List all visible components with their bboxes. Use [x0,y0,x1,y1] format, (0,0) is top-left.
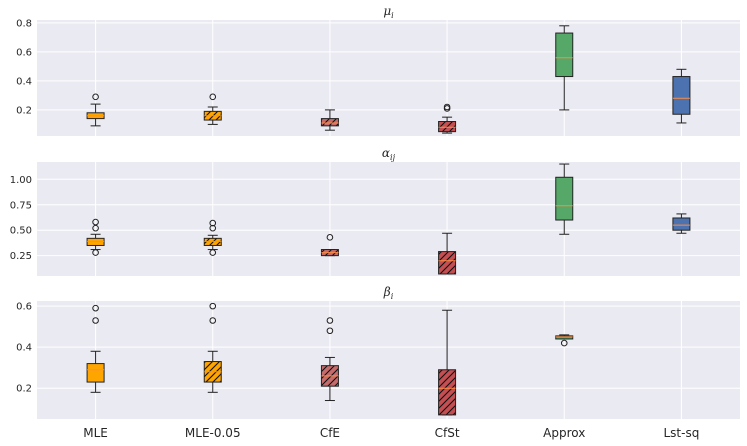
box-iqr [86,363,105,383]
box-mle-0-05 [203,302,222,393]
box-iqr [438,369,457,416]
x-category-label: Approx [543,426,585,440]
box-iqr [86,237,105,246]
box-mle [86,93,105,127]
panel-2: 0.25 0.50 0.75 1.00 αij [10,146,740,276]
box-iqr [672,76,691,115]
box-cfst [438,103,457,134]
box-lst-sq [672,68,691,124]
flier-point [209,249,217,256]
box-iqr [438,251,457,275]
box-mle [86,218,105,256]
flier-point [560,339,568,347]
box-mle-0-05 [203,219,222,256]
flier-point [209,302,217,310]
box-cfst [438,232,457,275]
flier-point [326,317,334,324]
box-cfe [320,234,339,257]
x-category-label: Lst-sq [663,426,699,440]
box-cfe [320,317,339,402]
y-tick-label: 0.4 [16,343,32,354]
x-category-label: CfE [320,426,340,440]
panel-title-subscript: i [391,11,394,20]
x-category-label: CfSt [435,426,460,440]
flier-point [92,93,99,101]
panel-title-subscript: ij [390,153,396,162]
y-tick-label: 0.2 [16,384,32,395]
box-iqr [438,121,457,133]
y-tick-label: 0.2 [16,105,32,116]
flier-point [209,224,217,232]
box-approx [555,334,574,347]
panel-1: 0.2 0.4 0.6 0.8 μi [16,4,740,136]
box-mle-0-05 [203,93,222,125]
plot-background [37,162,740,276]
flier-point [92,249,99,256]
box-mle [86,304,105,393]
flier-point [209,93,217,101]
flier-point [326,327,334,335]
y-tick-label: 0.50 [10,226,32,237]
plot-background [37,20,740,136]
box-iqr [672,217,691,231]
flier-point [209,317,217,324]
box-iqr [555,335,574,340]
y-tick-label: 0.6 [16,302,32,313]
y-tick-label: 0.4 [16,76,32,87]
panel-title: αij [382,146,396,162]
box-approx [555,25,574,111]
flier-point [443,103,451,111]
x-category-label: MLE-0.05 [185,426,241,440]
y-tick-label: 0.25 [10,251,32,262]
box-iqr [555,32,574,78]
box-iqr [320,118,339,127]
flier-point [209,219,217,227]
box-lst-sq [672,213,691,234]
panel-title-symbol: μ [383,4,391,18]
flier-point [326,234,334,241]
plot-background [37,301,740,419]
panel-title-symbol: α [382,146,390,160]
panel-title-symbol: β [383,285,391,299]
panel-title-subscript: i [391,292,394,301]
panel-3: 0.2 0.4 0.6 βi [16,285,740,419]
box-iqr [203,237,222,246]
y-tick-label: 0.6 [16,47,32,58]
y-tick-label: 0.75 [10,200,32,211]
flier-point [92,317,99,324]
box-cfst [438,309,457,416]
flier-point [92,218,99,226]
y-tick-label: 0.8 [16,18,32,29]
flier-point [92,224,99,232]
box-approx [555,163,574,235]
panel-title: μi [383,4,394,20]
panel-title: βi [383,285,394,301]
box-cfe [320,109,339,131]
y-tick-label: 1.00 [10,175,32,186]
box-iqr [555,176,574,221]
x-category-label: MLE [83,426,108,440]
flier-point [92,304,99,312]
